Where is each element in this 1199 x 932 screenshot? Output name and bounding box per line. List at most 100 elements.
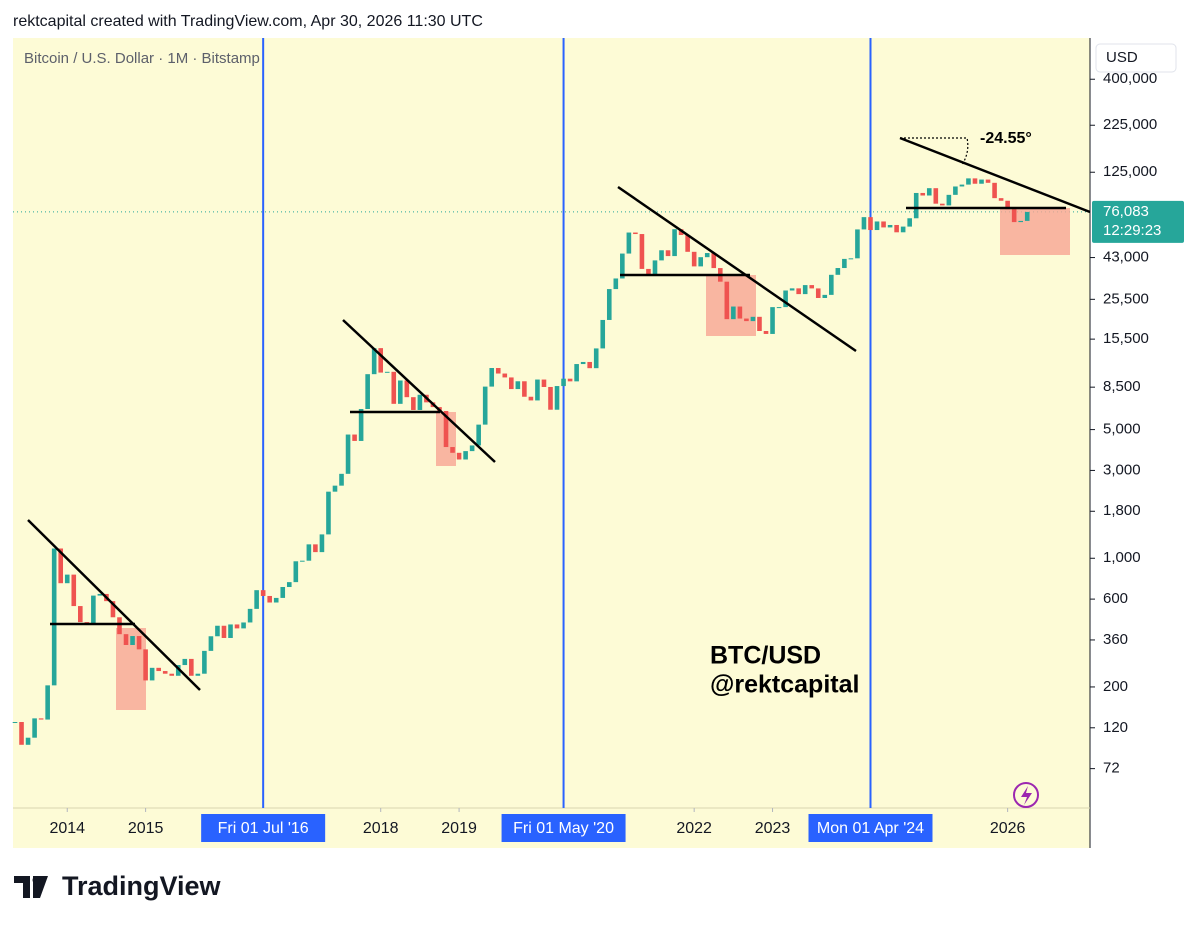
x-tick-label: 2026 [990, 820, 1026, 837]
candle [502, 373, 508, 378]
candle [874, 221, 880, 231]
candle [260, 590, 266, 596]
candle [783, 290, 788, 308]
angle-arc [900, 137, 969, 166]
candle [339, 473, 344, 486]
candle [189, 658, 194, 676]
candle [665, 250, 671, 257]
candle [940, 203, 945, 206]
candle [241, 622, 246, 629]
candle [587, 361, 592, 369]
candle [19, 722, 24, 745]
currency-label[interactable]: USD [1106, 49, 1138, 66]
candle [384, 371, 390, 373]
candle [117, 617, 122, 635]
icon-ring[interactable] [1013, 782, 1039, 808]
candle [391, 371, 397, 404]
assistant-icon[interactable] [1013, 782, 1039, 808]
x-tick-label: 2014 [49, 820, 85, 837]
icon-bolt[interactable] [1021, 786, 1032, 805]
candle [855, 229, 860, 259]
candle [881, 221, 886, 228]
price-label: 76,083 [1103, 203, 1149, 220]
candle [156, 667, 161, 672]
candle [829, 274, 834, 295]
currency-button[interactable] [1095, 43, 1177, 73]
candle [254, 590, 259, 609]
trendline [617, 185, 857, 353]
marker-label: Fri 01 Jul '16 [218, 820, 309, 837]
candle [58, 548, 64, 584]
candle [51, 548, 57, 686]
y-tick-label: 120 [1103, 719, 1128, 736]
y-tick-label: 15,500 [1103, 330, 1149, 347]
watermark: @rektcapital [710, 671, 859, 699]
candle [652, 260, 658, 275]
candle [456, 452, 462, 460]
candle [300, 560, 305, 562]
candle [593, 348, 599, 369]
y-tick-label: 400,000 [1103, 70, 1157, 87]
candle [358, 409, 364, 441]
candle [789, 288, 795, 291]
candle [234, 624, 240, 629]
candle [953, 186, 958, 195]
candle [972, 178, 978, 184]
candle [541, 379, 547, 387]
candle [71, 574, 77, 607]
drawings [116, 208, 1070, 710]
candle [1005, 200, 1010, 210]
marker-label: Fri 01 May '20 [513, 820, 614, 837]
candle [580, 361, 586, 365]
candle [365, 374, 370, 410]
marker-label-box [501, 814, 626, 842]
x-tick-label: 2022 [676, 820, 712, 837]
candle [868, 217, 873, 231]
candle [450, 447, 455, 453]
candle [639, 234, 645, 269]
candle [247, 608, 253, 623]
candle [97, 593, 103, 596]
candle [143, 649, 148, 681]
candle [835, 268, 841, 275]
candle [900, 226, 906, 233]
candle [332, 485, 338, 492]
candle [215, 625, 220, 637]
candle [195, 673, 201, 676]
candle [495, 368, 501, 374]
y-tick-label: 25,500 [1103, 290, 1149, 307]
candle [404, 380, 410, 398]
candle [809, 285, 815, 289]
candle [515, 381, 521, 390]
candle [1024, 211, 1030, 221]
candle [535, 379, 540, 401]
highlight-box [1000, 208, 1070, 255]
y-tick-label: 3,000 [1103, 461, 1141, 478]
trendlines [27, 136, 1091, 691]
candle [757, 316, 762, 331]
candle [731, 306, 736, 320]
watermark: BTC/USD [710, 642, 821, 670]
logo-dot [32, 876, 40, 884]
price-label-box [1092, 200, 1184, 243]
candle [443, 410, 449, 448]
marker-label: Mon 01 Apr '24 [817, 820, 924, 837]
y-tick-label: 200 [1103, 678, 1128, 695]
candle [959, 184, 965, 187]
y-tick-label: 1,800 [1103, 502, 1141, 519]
candle [64, 574, 70, 584]
candle [933, 188, 939, 204]
candle [920, 192, 926, 196]
candle [169, 673, 175, 676]
y-tick-label: 1,000 [1103, 549, 1141, 566]
trendline [899, 136, 1091, 214]
candle [91, 595, 96, 624]
candle [130, 636, 135, 645]
candle [345, 434, 351, 474]
candle [273, 597, 279, 603]
candle [182, 658, 188, 666]
candle [306, 544, 312, 561]
candle [698, 257, 704, 267]
candle [659, 250, 664, 261]
